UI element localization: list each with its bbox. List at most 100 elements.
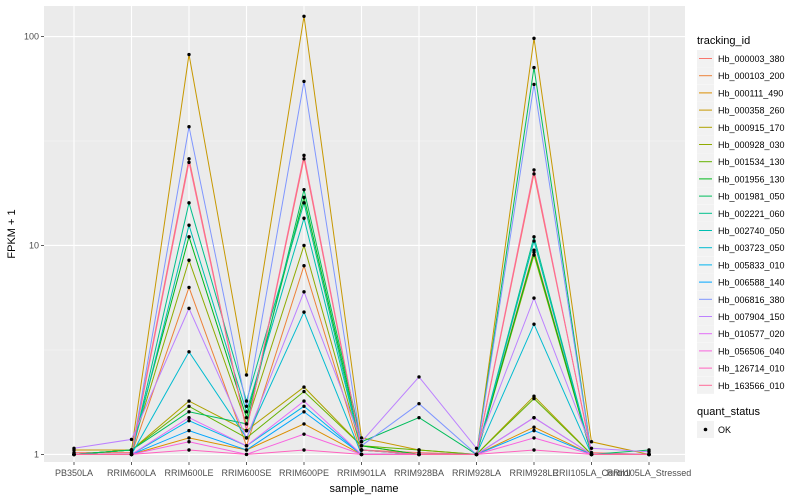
legend-label: Hb_056506_040 xyxy=(718,346,785,356)
data-point xyxy=(302,290,306,294)
legend-label: Hb_126714_010 xyxy=(718,364,785,374)
data-point xyxy=(532,172,536,176)
legend-label: Hb_000111_490 xyxy=(718,88,783,98)
data-point xyxy=(474,446,479,450)
data-point xyxy=(532,322,536,326)
data-point xyxy=(359,452,364,457)
x-tick-label: RRIM600LA xyxy=(107,468,156,478)
legend-label: Hb_006588_140 xyxy=(718,278,785,288)
data-point xyxy=(302,422,306,426)
data-point xyxy=(187,157,191,161)
x-tick-label: RRIM928LA xyxy=(452,468,501,478)
legend-label: Hb_163566_010 xyxy=(718,381,785,391)
y-tick-label: 10 xyxy=(29,240,39,250)
point-legend-label: OK xyxy=(718,425,731,435)
y-tick-label: 1 xyxy=(34,449,39,459)
data-point xyxy=(532,253,536,257)
data-point xyxy=(532,428,536,433)
x-tick-label: RRII105LA_Stressed xyxy=(607,468,692,478)
data-point xyxy=(244,404,249,408)
data-point xyxy=(302,153,306,158)
data-point xyxy=(359,444,364,448)
data-points xyxy=(72,14,651,457)
data-point xyxy=(302,385,306,389)
data-point xyxy=(302,216,306,220)
data-point xyxy=(129,448,134,452)
data-point xyxy=(187,201,191,205)
grid-lines xyxy=(44,6,685,462)
data-point xyxy=(187,306,191,311)
data-point xyxy=(417,415,421,420)
legend-label: Hb_005833_010 xyxy=(718,260,785,270)
data-point xyxy=(187,410,191,414)
data-point xyxy=(187,399,191,403)
data-point xyxy=(417,401,421,406)
x-axis-title: sample_name xyxy=(329,483,398,495)
data-point xyxy=(187,235,191,239)
data-point xyxy=(72,452,76,457)
data-point xyxy=(302,310,306,314)
data-point xyxy=(302,195,306,200)
data-point xyxy=(187,223,191,227)
legend-label: Hb_001956_130 xyxy=(718,174,785,184)
data-point xyxy=(244,444,249,448)
data-point xyxy=(532,436,536,440)
y-axis-title: FPKM + 1 xyxy=(6,209,18,258)
data-point xyxy=(187,52,191,57)
data-point xyxy=(359,440,364,444)
data-point xyxy=(532,296,536,300)
y-tick-label: 100 xyxy=(24,32,39,42)
data-point xyxy=(72,446,76,450)
data-point xyxy=(302,14,306,18)
data-point xyxy=(302,404,306,408)
data-point xyxy=(532,396,536,401)
legend-title: tracking_id xyxy=(697,35,750,47)
data-point xyxy=(187,436,191,440)
data-point xyxy=(589,440,594,444)
data-point xyxy=(302,432,306,436)
data-point xyxy=(244,452,249,457)
data-point xyxy=(532,235,536,239)
data-point xyxy=(244,436,249,440)
data-point xyxy=(244,373,249,377)
data-point xyxy=(302,389,306,394)
data-point xyxy=(187,125,191,129)
data-point xyxy=(417,452,421,457)
data-point xyxy=(532,425,536,429)
data-point xyxy=(532,448,536,452)
x-tick-label: RRIM928BA xyxy=(394,468,444,478)
data-point xyxy=(244,399,249,403)
data-point xyxy=(302,187,306,192)
data-point xyxy=(187,428,191,433)
data-point xyxy=(647,450,651,454)
y-axis: 1 10 100 xyxy=(24,32,44,459)
legend-label: Hb_007904_150 xyxy=(718,312,785,322)
x-tick-label: RRIM600SE xyxy=(221,468,271,478)
data-point xyxy=(532,36,536,41)
x-tick-label: RRIM928LE xyxy=(509,468,558,478)
legend-label: Hb_000003_380 xyxy=(718,54,785,64)
x-tick-label: RRIM901LA xyxy=(337,468,386,478)
data-point xyxy=(187,404,191,408)
data-point xyxy=(302,448,306,452)
legend-label: Hb_000915_170 xyxy=(718,123,785,133)
legend-label: Hb_003723_050 xyxy=(718,243,785,253)
data-point xyxy=(359,436,364,440)
legend-label: Hb_010577_020 xyxy=(718,329,785,339)
data-point xyxy=(302,157,306,161)
data-point xyxy=(187,448,191,452)
data-point xyxy=(129,437,134,442)
data-point xyxy=(647,452,651,457)
legend-label: Hb_000103_200 xyxy=(718,71,785,81)
legend-items: Hb_000003_380 Hb_000103_200 Hb_000111_490 H… xyxy=(697,50,785,394)
x-tick-label: RRIM600LE xyxy=(164,468,213,478)
x-tick-label: RRII105LA_Control xyxy=(552,468,630,478)
data-point xyxy=(244,415,249,420)
data-point xyxy=(187,350,191,354)
legend-label: Hb_001981_050 xyxy=(718,192,785,202)
data-point xyxy=(302,264,306,268)
data-point xyxy=(474,452,479,457)
data-point xyxy=(532,250,536,254)
legend-label: Hb_001534_130 xyxy=(718,157,785,167)
